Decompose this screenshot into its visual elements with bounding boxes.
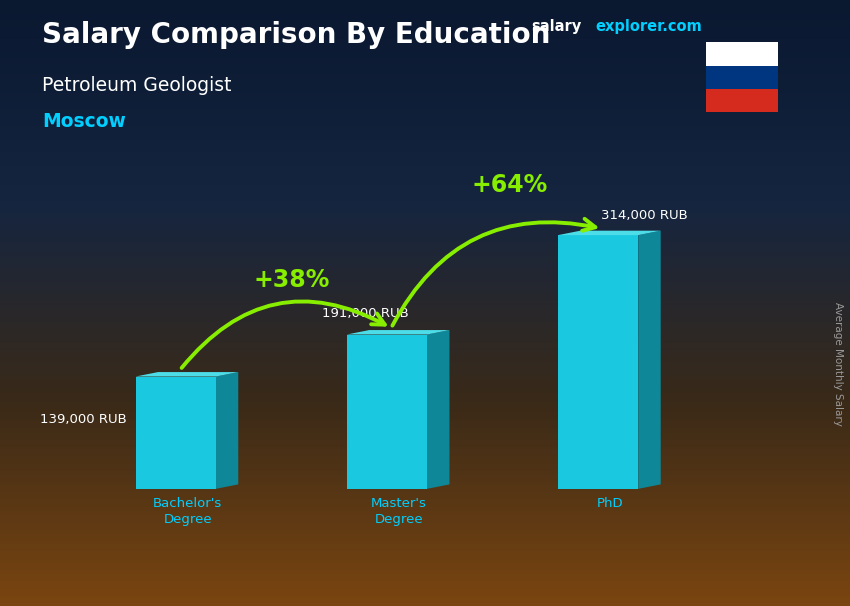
Text: Moscow: Moscow: [42, 112, 127, 131]
Text: explorer.com: explorer.com: [595, 19, 702, 35]
Polygon shape: [558, 231, 660, 235]
Text: Bachelor's
Degree: Bachelor's Degree: [153, 497, 223, 526]
Bar: [135, 376, 216, 489]
Bar: [706, 42, 778, 65]
Text: 314,000 RUB: 314,000 RUB: [601, 209, 688, 222]
Polygon shape: [427, 330, 450, 489]
Bar: [706, 89, 778, 112]
Polygon shape: [638, 231, 660, 489]
Text: Petroleum Geologist: Petroleum Geologist: [42, 76, 232, 95]
Text: Average Monthly Salary: Average Monthly Salary: [833, 302, 843, 425]
Text: 191,000 RUB: 191,000 RUB: [322, 307, 409, 320]
Bar: [558, 235, 638, 489]
Text: +64%: +64%: [471, 173, 547, 197]
Polygon shape: [347, 330, 450, 335]
Bar: [706, 65, 778, 89]
Text: Salary Comparison By Education: Salary Comparison By Education: [42, 21, 551, 49]
Text: PhD: PhD: [597, 497, 623, 510]
Bar: [347, 335, 427, 489]
Text: +38%: +38%: [253, 268, 330, 291]
Text: salary: salary: [531, 19, 581, 35]
Text: 139,000 RUB: 139,000 RUB: [40, 413, 128, 425]
Polygon shape: [135, 372, 238, 376]
Text: Master's
Degree: Master's Degree: [371, 497, 427, 526]
Polygon shape: [216, 372, 238, 489]
